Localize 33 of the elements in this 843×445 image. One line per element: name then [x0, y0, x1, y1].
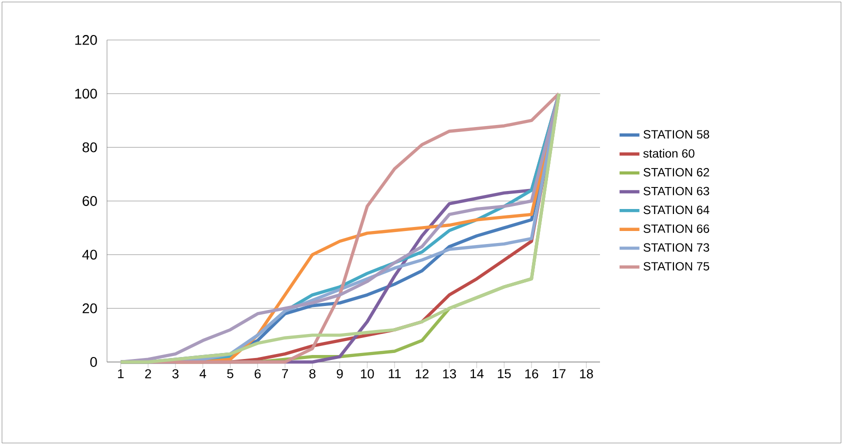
- legend-label: STATION 64: [644, 206, 710, 214]
- x-tick-label: 7: [282, 369, 288, 378]
- legend-label: station 60: [643, 148, 694, 158]
- y-tick-label: 60: [82, 196, 97, 206]
- x-tick-label: 13: [443, 369, 456, 378]
- x-tick-label: 14: [470, 369, 484, 378]
- x-tick-label: 3: [172, 369, 179, 378]
- x-tick-label: 1: [118, 369, 124, 378]
- legend-label: STATION 58: [644, 130, 710, 139]
- x-tick-label: 5: [227, 369, 234, 378]
- x-tick-label: 4: [200, 369, 206, 378]
- x-tick-label: 9: [336, 369, 343, 378]
- legend-label: STATION 75: [644, 262, 710, 271]
- legend-label: STATION 73: [644, 243, 710, 252]
- x-tick-label: 16: [525, 369, 538, 378]
- x-tick-label: 2: [145, 369, 152, 378]
- x-tick-label: 15: [498, 369, 511, 378]
- x-tick-label: 10: [360, 369, 374, 378]
- y-tick-label: 100: [75, 88, 97, 99]
- legend-label: STATION 62: [644, 168, 710, 176]
- x-tick-label: 17: [552, 369, 566, 378]
- y-tick-label: 120: [75, 35, 97, 45]
- x-tick-label: 12: [416, 369, 429, 378]
- x-tick-label: 8: [309, 369, 316, 378]
- y-tick-label: 0: [90, 357, 97, 367]
- y-tick-label: 20: [82, 303, 97, 314]
- x-tick-label: 18: [580, 369, 593, 378]
- legend-label: STATION 63: [644, 186, 710, 196]
- y-tick-label: 40: [82, 250, 97, 260]
- legend-label: STATION 66: [644, 224, 710, 233]
- y-tick-label: 80: [82, 142, 97, 152]
- x-tick-label: 11: [388, 369, 401, 378]
- x-tick-label: 6: [254, 369, 261, 378]
